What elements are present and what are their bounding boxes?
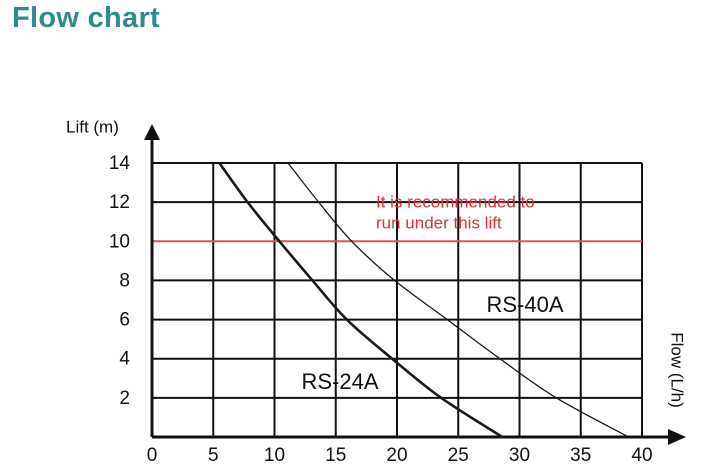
y-axis-label: Lift (m) [66,117,119,136]
y-axis-arrow [144,124,160,140]
y-tick-label: 6 [119,310,130,331]
x-tick-label: 15 [325,445,346,466]
series-line [287,162,629,438]
series-line [218,162,504,439]
y-tick-label: 14 [109,153,131,174]
x-tick-label: 40 [631,445,652,466]
x-tick-label: 35 [570,445,591,466]
series-label: RS-24A [301,369,378,394]
y-tick-label: 10 [109,231,130,252]
annotation: It is recommended to [376,192,535,211]
annotation: run under this lift [376,213,502,232]
chart-title: Flow chart [12,2,161,34]
x-tick-label: 20 [386,445,407,466]
x-tick-label: 0 [147,445,158,466]
x-tick-label: 30 [509,445,530,466]
y-tick-label: 12 [109,192,130,213]
x-axis-arrow [668,429,686,445]
y-tick-label: 8 [119,270,130,291]
x-tick-label: 5 [208,445,219,466]
y-tick-label: 2 [119,388,130,409]
x-tick-label: 10 [264,445,285,466]
series-label: RS-40A [486,292,563,317]
y-tick-label: 4 [119,349,130,370]
x-tick-label: 25 [448,445,469,466]
x-axis-label: Flow (L/h) [668,332,687,408]
